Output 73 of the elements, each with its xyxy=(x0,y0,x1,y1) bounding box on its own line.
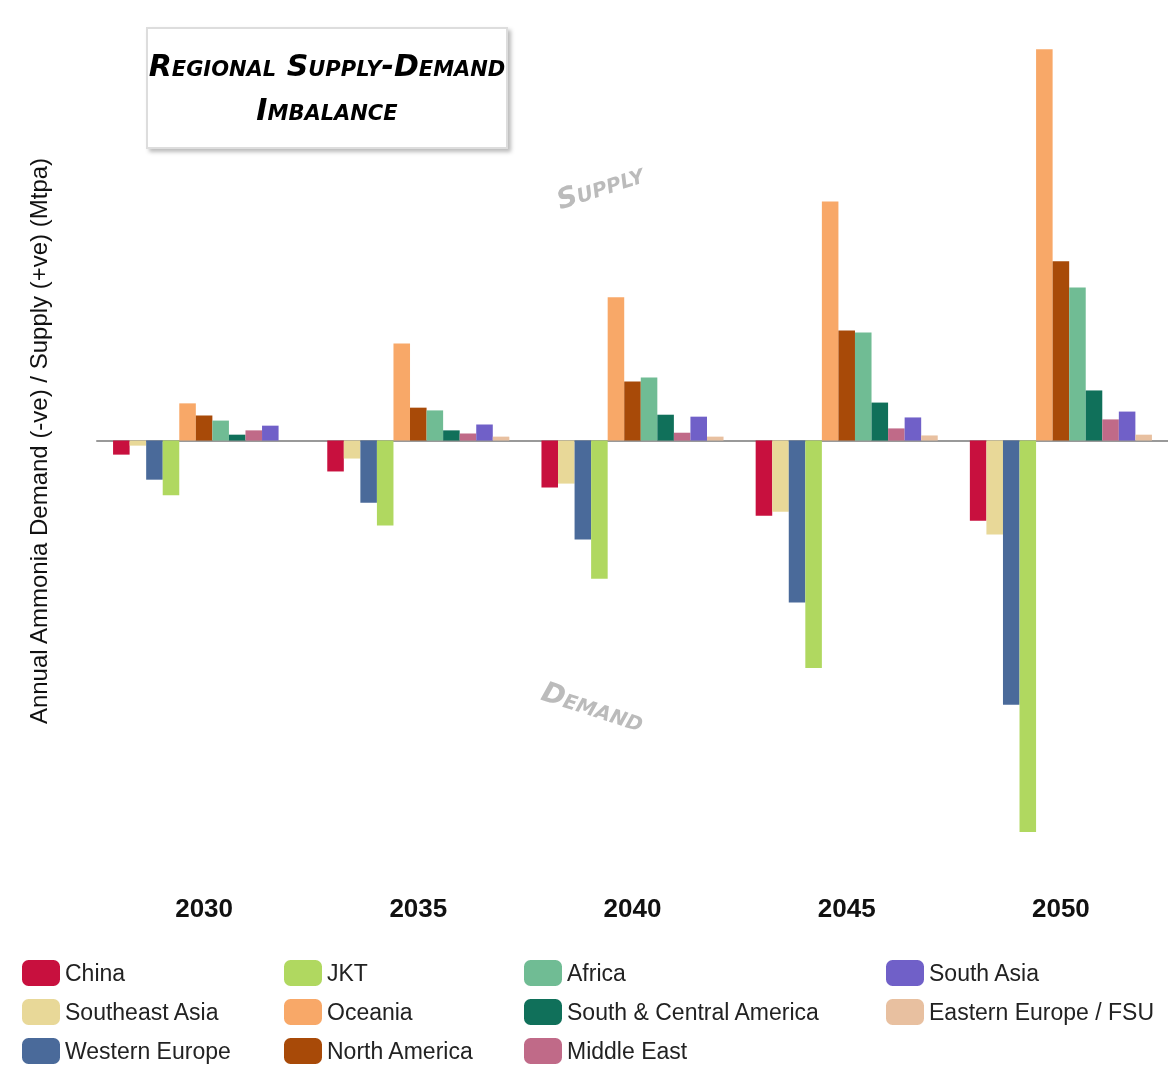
bar xyxy=(706,436,724,441)
bar xyxy=(1135,434,1152,441)
legend-label: South & Central America xyxy=(567,999,820,1025)
bar xyxy=(360,440,377,503)
bar xyxy=(162,440,180,496)
bar xyxy=(1118,411,1136,441)
bar xyxy=(113,440,130,455)
bar xyxy=(904,417,922,441)
legend-label: Oceania xyxy=(327,999,413,1025)
bar xyxy=(492,436,510,441)
bar xyxy=(591,440,608,579)
x-tick-label: 2035 xyxy=(389,893,448,923)
legend-label: Africa xyxy=(567,960,626,986)
bar xyxy=(607,297,625,441)
bar xyxy=(1085,390,1103,441)
bar xyxy=(146,440,163,480)
bar xyxy=(245,430,263,441)
annotation: Supply xyxy=(552,156,648,217)
x-tick-label: 2050 xyxy=(1031,893,1090,923)
bar xyxy=(476,424,493,441)
bar xyxy=(574,440,592,540)
bar xyxy=(1069,287,1086,441)
bar xyxy=(969,440,987,521)
bar xyxy=(1002,440,1020,705)
bar xyxy=(673,432,691,441)
legend-label: South Asia xyxy=(929,960,1040,986)
bar xyxy=(986,440,1003,535)
legend-label: Western Europe xyxy=(65,1038,231,1064)
bar xyxy=(821,201,839,441)
bar xyxy=(179,403,196,441)
bar xyxy=(327,440,344,472)
bar xyxy=(921,435,938,441)
legend-label: Eastern Europe / FSU xyxy=(929,999,1154,1025)
bar xyxy=(459,433,477,441)
bar xyxy=(410,407,427,441)
bar xyxy=(755,440,773,516)
bar xyxy=(854,332,872,441)
bar xyxy=(262,425,279,441)
bar xyxy=(541,440,559,488)
bar xyxy=(871,402,889,441)
bar xyxy=(788,440,806,603)
text: Regional Supply-Demand Imbalance xyxy=(146,27,508,149)
y-axis-title: Annual Ammonia Demand (-ve) / Supply (+ve) (Mtpa) xyxy=(24,157,52,725)
bar xyxy=(888,428,905,441)
bar xyxy=(1019,440,1037,832)
legend-label: Southeast Asia xyxy=(65,999,219,1025)
bar xyxy=(805,440,822,668)
x-tick-label: 2045 xyxy=(817,893,876,923)
x-tick-label: 2030 xyxy=(175,893,234,923)
bar xyxy=(129,440,147,446)
bar xyxy=(195,415,213,441)
legend-label: Middle East xyxy=(567,1038,688,1064)
bar xyxy=(1036,49,1053,441)
bar xyxy=(558,440,575,484)
bar xyxy=(1102,419,1119,441)
bar xyxy=(393,343,411,441)
legend-label: JKT xyxy=(327,960,368,986)
bar xyxy=(624,381,641,441)
bar xyxy=(443,430,460,441)
bar xyxy=(1052,261,1070,441)
bar xyxy=(426,410,444,441)
bar xyxy=(772,440,789,512)
bar xyxy=(343,440,361,459)
x-tick-label: 2040 xyxy=(603,893,662,923)
bar xyxy=(228,434,246,441)
legend-label: China xyxy=(65,960,126,986)
bar xyxy=(690,416,707,441)
bar xyxy=(657,414,674,441)
bar xyxy=(376,440,394,526)
bar xyxy=(212,420,229,441)
legend-label: North America xyxy=(327,1038,473,1064)
bar xyxy=(838,330,855,441)
bar xyxy=(640,377,658,441)
